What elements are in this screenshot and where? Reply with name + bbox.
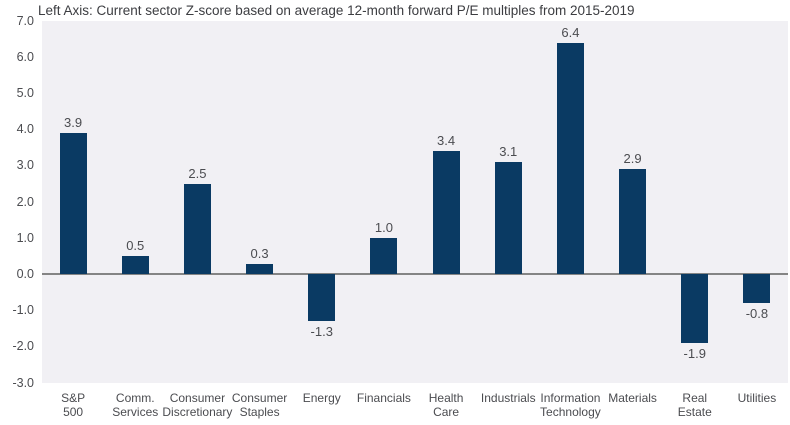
value-label-consumer-discretionary: 2.5 bbox=[188, 165, 207, 181]
x-tick-materials: Materials bbox=[591, 391, 675, 405]
value-label-real-estate: -1.9 bbox=[683, 346, 706, 362]
y-tick-label: 5.0 bbox=[16, 85, 34, 100]
bar-health-care bbox=[432, 151, 460, 275]
y-tick-label: 2.0 bbox=[16, 194, 34, 209]
x-tick-line: Industrials bbox=[480, 391, 536, 405]
value-label-information-technology: 6.4 bbox=[561, 24, 580, 40]
x-tick-line: Consumer bbox=[231, 391, 288, 405]
bar-consumer-discretionary bbox=[183, 183, 211, 275]
value-label-financials: 1.0 bbox=[374, 220, 393, 236]
y-tick-label: 1.0 bbox=[16, 230, 34, 245]
y-tick-label: 7.0 bbox=[16, 13, 34, 28]
value-label-materials: 2.9 bbox=[623, 151, 642, 167]
bar-materials bbox=[619, 169, 647, 275]
value-label-health-care: 3.4 bbox=[437, 133, 456, 149]
x-tick-line: Energy bbox=[302, 391, 341, 405]
x-tick-line: Utilities bbox=[737, 391, 777, 405]
y-tick-label: -2.0 bbox=[12, 339, 34, 354]
x-tick-line: Discretionary bbox=[162, 405, 233, 419]
x-tick-s-p-500: S&P 500 bbox=[31, 391, 115, 419]
x-tick-energy: Energy bbox=[280, 391, 364, 405]
x-tick-line: Services bbox=[112, 405, 159, 419]
value-label-energy: -1.3 bbox=[310, 324, 333, 340]
value-label-industrials: 3.1 bbox=[499, 144, 518, 160]
x-tick-line: Consumer bbox=[169, 391, 226, 405]
y-tick-label: 0.0 bbox=[16, 266, 34, 281]
bar-s-p-500 bbox=[59, 133, 87, 275]
x-tick-line: Technology bbox=[540, 405, 601, 419]
x-tick-real-estate: Real Estate bbox=[653, 391, 737, 419]
x-tick-line: Information bbox=[540, 391, 601, 405]
plot-area bbox=[42, 21, 788, 383]
value-label-utilities: -0.8 bbox=[745, 306, 769, 322]
x-tick-information-technology: Information Technology bbox=[528, 391, 612, 419]
bar-consumer-staples bbox=[246, 263, 274, 275]
x-tick-consumer-staples: Consumer Staples bbox=[218, 391, 302, 419]
x-tick-industrials: Industrials bbox=[466, 391, 550, 405]
zero-axis-line bbox=[42, 273, 788, 276]
value-label-consumer-staples: 0.3 bbox=[250, 245, 269, 261]
x-tick-line: 500 bbox=[63, 405, 84, 419]
value-label-s-p-500: 3.9 bbox=[64, 115, 83, 131]
x-tick-line: Financials bbox=[356, 391, 411, 405]
x-tick-consumer-discretionary: Consumer Discretionary bbox=[155, 391, 239, 419]
x-tick-comm-services: Comm. Services bbox=[93, 391, 177, 419]
y-tick-label: 4.0 bbox=[16, 122, 34, 137]
x-tick-line: Materials bbox=[608, 391, 657, 405]
bar-financials bbox=[370, 238, 398, 275]
x-tick-line: Estate bbox=[677, 405, 712, 419]
bar-information-technology bbox=[556, 42, 584, 275]
bar-comm-services bbox=[121, 256, 149, 275]
x-tick-line: Comm. bbox=[115, 391, 155, 405]
bar-energy bbox=[308, 274, 336, 322]
x-tick-line: Real bbox=[682, 391, 708, 405]
bar-industrials bbox=[494, 162, 522, 275]
x-tick-line: Care bbox=[433, 405, 460, 419]
chart-title: Left Axis: Current sector Z-score based … bbox=[38, 3, 635, 18]
x-tick-line: Health bbox=[428, 391, 464, 405]
value-label-comm-services: 0.5 bbox=[126, 238, 145, 254]
x-tick-utilities: Utilities bbox=[715, 391, 790, 405]
y-tick-label: 6.0 bbox=[16, 49, 34, 64]
y-tick-label: -3.0 bbox=[12, 375, 34, 390]
y-tick-label: -1.0 bbox=[12, 303, 34, 318]
y-tick-label: 3.0 bbox=[16, 158, 34, 173]
bar-utilities bbox=[743, 274, 771, 304]
x-tick-health-care: Health Care bbox=[404, 391, 488, 419]
x-tick-line: Staples bbox=[239, 405, 280, 419]
bar-real-estate bbox=[681, 274, 709, 344]
x-tick-line: S&P bbox=[61, 391, 86, 405]
x-tick-financials: Financials bbox=[342, 391, 426, 405]
